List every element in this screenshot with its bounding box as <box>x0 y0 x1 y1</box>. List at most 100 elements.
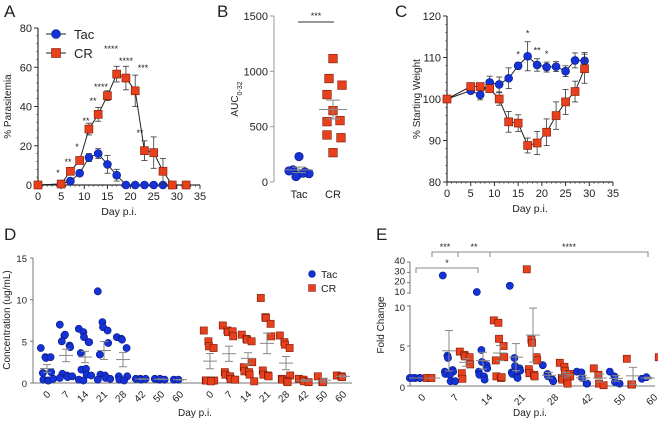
data-point-CR <box>218 321 227 330</box>
data-point-CR <box>167 180 177 190</box>
data-point-Tac <box>38 369 47 377</box>
data-point-CR <box>237 330 246 339</box>
data-point-CR <box>528 338 536 347</box>
panel-label: B <box>217 2 228 21</box>
x-tick-label: 0 <box>41 389 53 401</box>
x-tick-label: 25 <box>148 191 160 203</box>
data-point-CR <box>494 94 504 104</box>
series-line-CR <box>446 68 586 147</box>
data-point-CR <box>264 372 273 381</box>
legend-label: CR <box>321 283 337 295</box>
y-tick-label: 5 <box>22 337 27 348</box>
data-point-Tac <box>112 170 121 180</box>
data-point-CR <box>563 379 572 388</box>
data-point-Tac <box>505 281 514 290</box>
data-point-CR <box>495 334 503 343</box>
data-point-CR <box>229 332 238 341</box>
data-point-CR <box>328 148 338 158</box>
data-point-CR <box>523 141 532 150</box>
x-tick-label: 20 <box>536 188 548 200</box>
x-tick-label: CR <box>325 189 341 201</box>
x-tick-label: 25 <box>559 188 571 200</box>
y-axis-label: Concentration (ug/mL) <box>2 270 13 370</box>
data-point-Tac <box>523 51 532 61</box>
legend-marker-Tac <box>308 270 316 278</box>
data-point-Tac <box>480 375 489 384</box>
data-point-CR <box>248 358 257 367</box>
y-axis-label-subscript: 0-32 <box>237 81 244 95</box>
data-point-CR <box>335 115 345 126</box>
data-point-Tac <box>104 339 113 347</box>
data-point-Tac <box>49 374 58 383</box>
x-tick-label: 0 <box>416 392 428 404</box>
data-point-Tac <box>510 354 519 362</box>
data-point-Tac <box>61 330 69 339</box>
data-point-Tac <box>444 354 452 362</box>
data-point-CR <box>442 94 452 104</box>
data-point-CR <box>533 356 542 365</box>
data-point-Tac <box>93 287 102 296</box>
data-point-CR <box>149 148 159 157</box>
data-point-CR <box>267 332 276 341</box>
y-tick-label: 80 <box>429 177 441 189</box>
x-tick-label: 50 <box>151 389 167 405</box>
y-tick-label: 5 <box>400 343 405 354</box>
y-tick-label: 20 <box>394 277 405 288</box>
significance-marker: * <box>545 49 549 59</box>
data-point-CR <box>245 370 254 379</box>
data-point-CR <box>66 166 75 176</box>
y-tick-label: 0 <box>26 180 32 192</box>
panel-B: 0 500 1000 1500 AUC0-32 Tac CR *** <box>230 11 347 201</box>
data-point-Tac <box>294 151 304 162</box>
data-point-CR <box>654 353 658 362</box>
significance-marker: ** <box>470 242 478 252</box>
x-tick-label: 15 <box>101 191 113 203</box>
data-point-CR <box>475 82 485 91</box>
data-point-Tac <box>57 337 66 346</box>
y-tick-label: 10 <box>394 287 405 298</box>
x-tick-label: 28 <box>545 392 561 408</box>
data-point-CR <box>112 69 121 79</box>
y-tick-label: 60 <box>20 62 32 74</box>
significance-bracket <box>457 251 491 257</box>
data-point-CR <box>199 326 208 335</box>
legend-marker-CR <box>51 48 61 58</box>
y-tick-label: 10 <box>16 296 27 307</box>
data-point-CR <box>324 73 334 84</box>
data-point-Tac <box>87 371 96 380</box>
x-tick-label: 14 <box>238 389 254 405</box>
data-point-CR <box>500 353 509 362</box>
y-tick-label: 15 <box>16 254 27 265</box>
y-tick-label: 20 <box>20 141 32 153</box>
data-point-Tac <box>483 364 492 373</box>
data-point-CR <box>304 378 313 387</box>
x-tick-label: 42 <box>295 389 311 405</box>
panel-label: E <box>376 225 387 244</box>
data-point-Tac <box>291 171 301 182</box>
data-point-Tac <box>284 166 294 176</box>
x-tick-label: 28 <box>113 389 129 405</box>
data-point-Tac <box>140 180 149 190</box>
x-tick-label: 30 <box>171 191 183 203</box>
data-point-Tac <box>513 374 522 382</box>
x-tick-label: 10 <box>488 188 500 200</box>
data-point-CR <box>522 265 531 274</box>
significance-marker: ** <box>64 157 72 167</box>
data-point-CR <box>466 82 476 91</box>
data-point-CR <box>551 111 561 120</box>
y-tick-label: 110 <box>423 53 441 65</box>
data-point-CR <box>570 87 580 96</box>
data-point-CR <box>322 117 332 127</box>
data-point-CR <box>75 156 84 165</box>
data-point-Tac <box>121 180 131 190</box>
data-point-Tac <box>93 375 102 384</box>
data-point-CR <box>130 86 140 96</box>
data-point-Tac <box>106 374 115 383</box>
panel-label: C <box>395 2 407 21</box>
data-point-Tac <box>615 379 624 388</box>
data-point-Tac <box>513 61 523 71</box>
data-point-CR <box>247 337 256 346</box>
y-tick-label: 100 <box>423 94 441 106</box>
